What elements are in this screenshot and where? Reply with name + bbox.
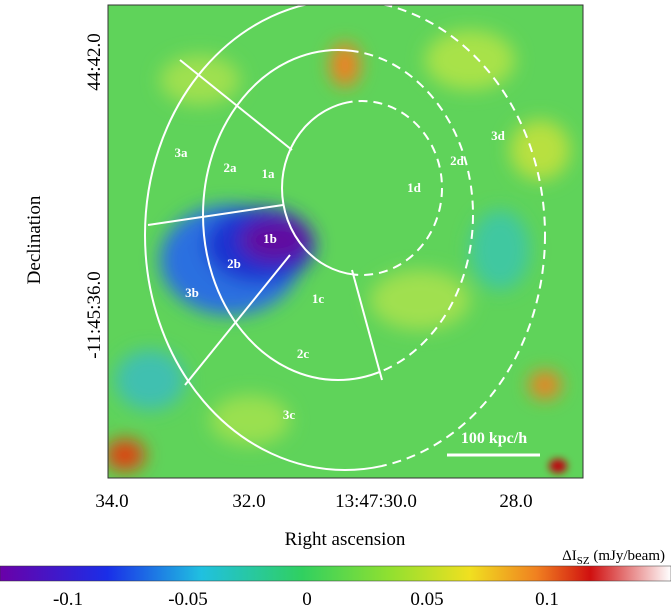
colorbar-unit: (mJy/beam) <box>590 548 665 564</box>
y-axis-label: Declination <box>24 195 45 284</box>
region-label: 1b <box>263 231 277 246</box>
region-label: 1c <box>312 291 325 306</box>
colorbar-tick-label: 0.05 <box>410 589 443 610</box>
x-axis-label: Right ascension <box>285 529 406 550</box>
x-tick-label: 13:47:30.0 <box>335 491 417 512</box>
colorbar-subscript: SZ <box>577 555 590 567</box>
region-label: 2a <box>224 160 238 175</box>
colorbar-label: ΔISZ (mJy/beam) <box>562 548 665 567</box>
region-label: 3d <box>491 128 506 143</box>
colorbar-tick-label: -0.05 <box>168 589 208 610</box>
x-tick-label: 32.0 <box>232 491 265 512</box>
region-label: 3b <box>185 285 199 300</box>
y-tick-label: -11:45:36.0 <box>84 271 105 358</box>
colorbar-tick-label: 0.1 <box>535 589 559 610</box>
colorbar-tick-label: -0.1 <box>53 589 83 610</box>
colorbar-symbol: ΔI <box>562 548 577 564</box>
y-tick-label: 44:42.0 <box>84 33 105 91</box>
sky-map <box>108 5 583 478</box>
region-label: 2d <box>450 153 465 168</box>
region-label: 1a <box>262 166 276 181</box>
scale-bar-label: 100 kpc/h <box>461 430 527 447</box>
region-label: 2b <box>227 256 241 271</box>
colorbar-tick-label: 0 <box>302 589 312 610</box>
colorbar <box>0 565 671 582</box>
region-label: 3a <box>175 145 189 160</box>
region-label: 2c <box>297 346 310 361</box>
x-tick-label: 28.0 <box>499 491 532 512</box>
region-label: 1d <box>407 180 422 195</box>
region-label: 3c <box>283 407 296 422</box>
map-frame <box>107 4 584 479</box>
x-tick-label: 34.0 <box>95 491 128 512</box>
